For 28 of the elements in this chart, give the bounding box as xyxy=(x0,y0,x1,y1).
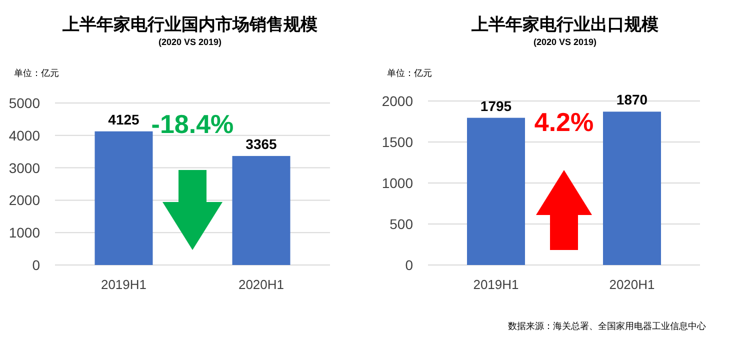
y-axis-title: 单位：亿元 xyxy=(387,68,432,78)
x-tick-label: 2019H1 xyxy=(473,277,519,292)
y-tick-label: 4000 xyxy=(8,127,40,144)
source-note: 数据来源：海关总署、全国家用电器工业信息中心 xyxy=(508,321,706,331)
y-tick-label: 2000 xyxy=(8,192,40,208)
y-tick-label: 0 xyxy=(405,257,414,273)
y-tick-label: 3000 xyxy=(8,160,40,176)
annotation: 4.2% xyxy=(534,107,594,137)
x-tick-label: 2019H1 xyxy=(100,277,147,292)
y-tick-label: 1000 xyxy=(8,224,40,241)
chart-title: 上半年家电行业出口规模 xyxy=(470,15,658,34)
y-tick-label: 1000 xyxy=(382,175,414,191)
chart-title: 上半年家电行业国内市场销售规模 xyxy=(62,15,318,34)
data-label: 1870 xyxy=(616,92,648,108)
chart-subtitle: (2020 VS 2019) xyxy=(533,37,597,47)
y-tick-label: 2000 xyxy=(382,93,414,109)
data-label: 1795 xyxy=(480,98,512,114)
chart-subtitle: (2020 VS 2019) xyxy=(158,37,222,47)
x-tick-label: 2020H1 xyxy=(238,277,284,292)
data-label: 4125 xyxy=(108,111,140,128)
y-axis-title: 单位：亿元 xyxy=(14,68,59,78)
annotation: -18.4% xyxy=(151,109,234,139)
y-tick-label: 5000 xyxy=(8,95,40,111)
y-tick-label: 1500 xyxy=(382,134,414,150)
x-tick-label: 2020H1 xyxy=(609,277,655,292)
y-tick-label: 500 xyxy=(390,216,414,232)
y-tick-label: 0 xyxy=(32,257,40,273)
data-label: 3365 xyxy=(246,136,278,152)
